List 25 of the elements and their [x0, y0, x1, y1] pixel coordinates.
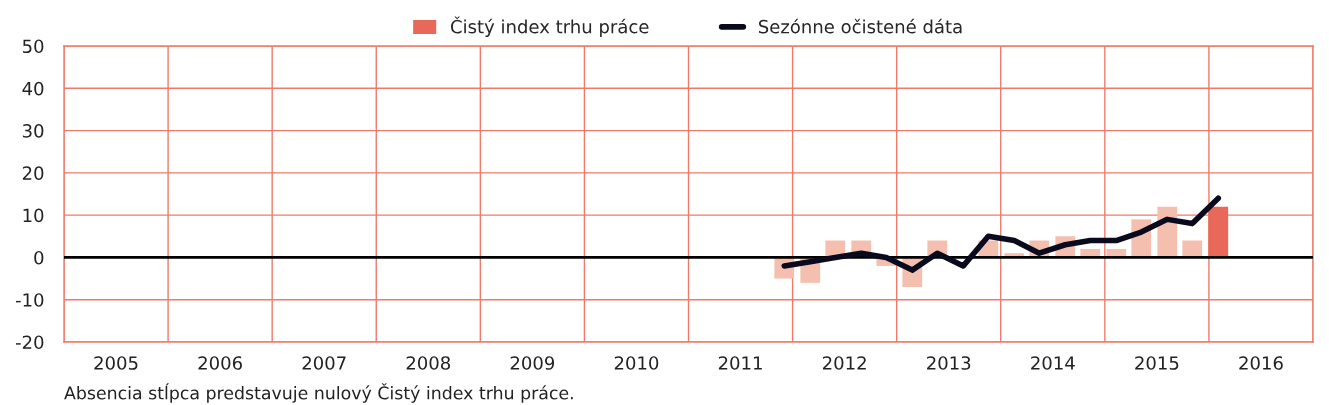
x-tick-label: 2015 — [1135, 356, 1179, 370]
y-tick-label: 30 — [22, 124, 44, 138]
y-tick-label: 20 — [22, 166, 44, 180]
x-tick-label: 2007 — [302, 356, 346, 370]
x-tick-label: 2012 — [822, 356, 866, 370]
legend-label: Sezónne očistené dáta — [758, 18, 962, 34]
bar — [1208, 206, 1229, 258]
y-tick-label: 10 — [23, 208, 44, 223]
x-tick-label: 2011 — [718, 356, 762, 370]
x-tick-label: 2008 — [406, 356, 451, 370]
x-tick-label: 2006 — [198, 356, 242, 370]
y-tick-label: 40 — [22, 81, 44, 96]
y-tick-label: -10 — [15, 293, 44, 307]
legend-label: Čistý index trhu práce — [450, 16, 649, 37]
y-tick-label: 50 — [22, 39, 44, 54]
x-tick-label: 2005 — [94, 356, 138, 370]
y-tick-label: -20 — [15, 335, 44, 350]
text: Absencia stĺpca predstavuje nulový Čistý index trhu práce. — [64, 383, 573, 403]
bar — [1182, 240, 1203, 258]
x-tick-label: 2014 — [1031, 356, 1075, 370]
x-tick-label: 2009 — [510, 356, 555, 370]
x-tick-label: 2013 — [927, 356, 971, 370]
x-tick-label: 2010 — [614, 356, 659, 370]
x-tick-label: 2016 — [1239, 356, 1283, 370]
y-tick-label: 0 — [34, 250, 44, 265]
